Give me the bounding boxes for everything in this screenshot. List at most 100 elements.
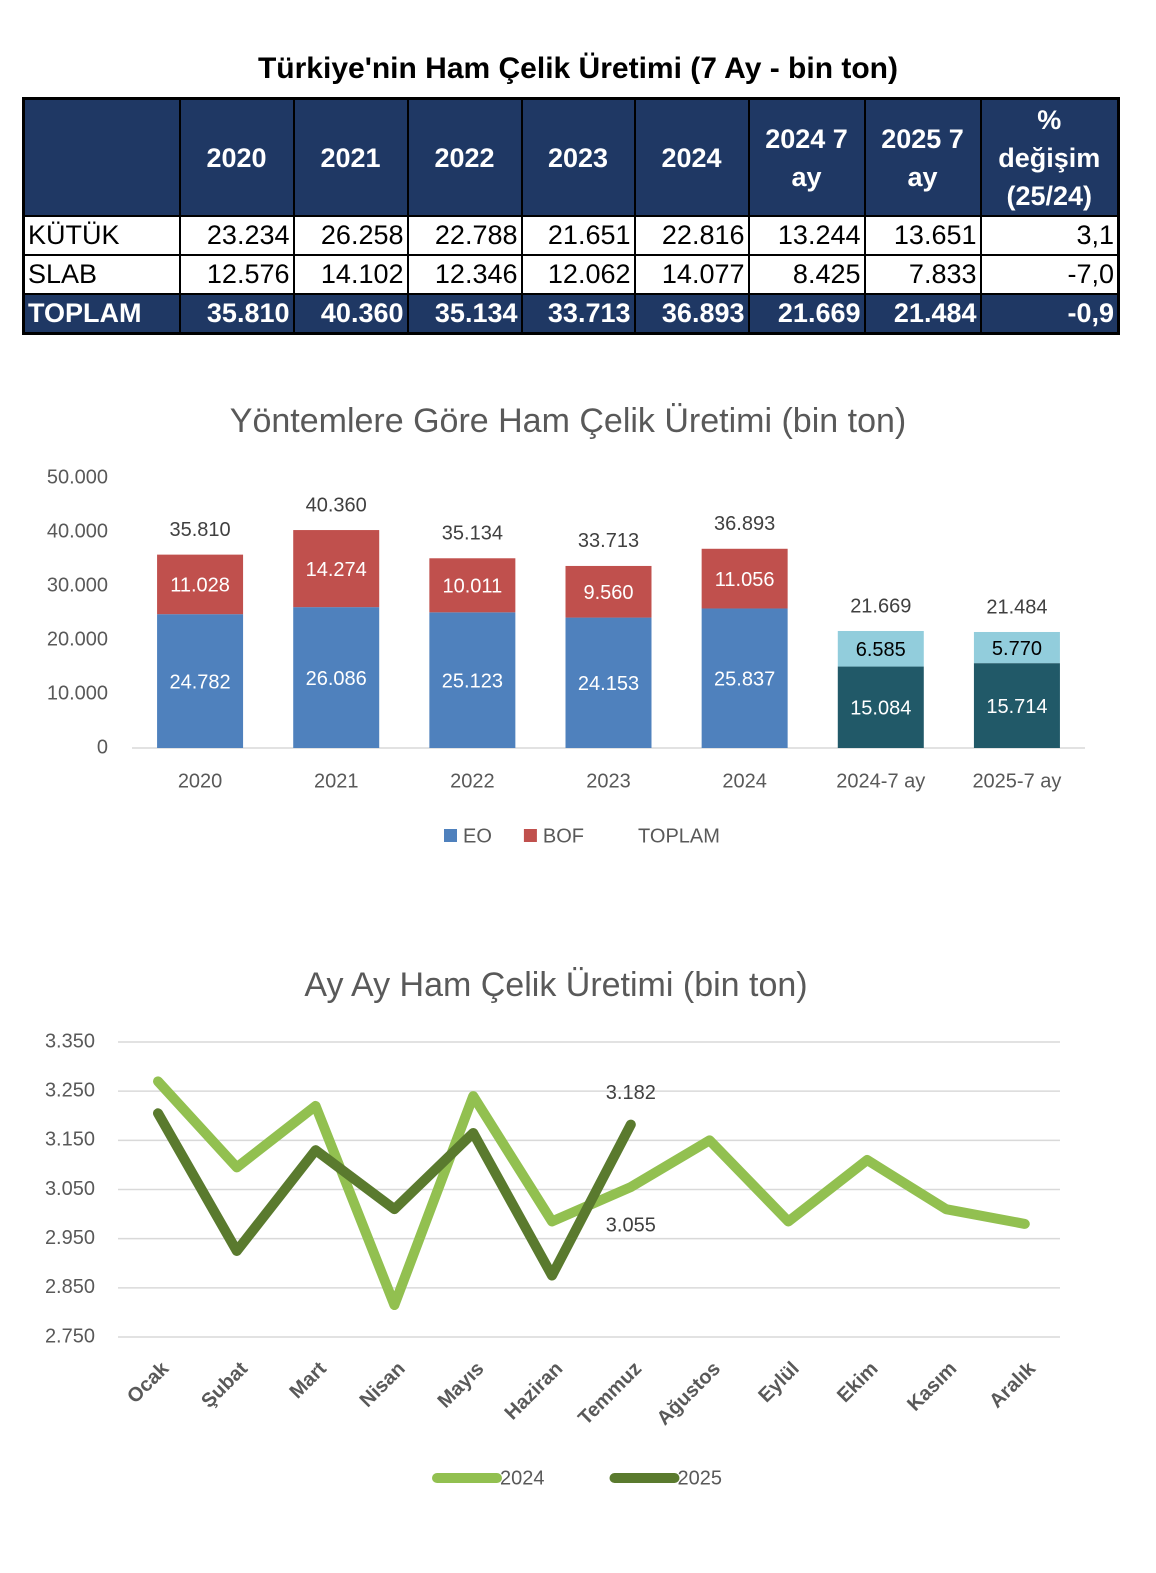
x-tick-label: Eylül bbox=[754, 1358, 803, 1407]
y-tick-label: 2.950 bbox=[45, 1227, 95, 1249]
legend-swatch bbox=[444, 829, 457, 842]
cell: 40.360 bbox=[292, 293, 409, 335]
data-label: 6.585 bbox=[856, 639, 906, 661]
data-label: 3.055 bbox=[606, 1214, 656, 1236]
cell: 21.651 bbox=[520, 215, 636, 256]
x-tick-label: Mayıs bbox=[434, 1358, 489, 1413]
cell: 36.893 bbox=[633, 293, 750, 335]
cell: 33.713 bbox=[520, 293, 636, 335]
x-tick-label: Ocak bbox=[123, 1357, 174, 1408]
y-tick-label: 0 bbox=[97, 736, 108, 758]
data-label: 15.714 bbox=[986, 696, 1047, 718]
x-tick-label: 2022 bbox=[450, 770, 495, 792]
legend-label: EO bbox=[463, 825, 492, 847]
header-cell: 2023 bbox=[520, 97, 636, 217]
cell: 14.102 bbox=[292, 254, 409, 295]
data-label: 3.182 bbox=[606, 1082, 656, 1104]
table-title: Türkiye'nin Ham Çelik Üretimi (7 Ay - bi… bbox=[257, 52, 898, 85]
bar-segment bbox=[973, 631, 1060, 664]
data-label: 25.123 bbox=[442, 670, 503, 692]
chart-title: Yöntemlere Göre Ham Çelik Üretimi (bin t… bbox=[230, 402, 906, 440]
header-cell: 2020 bbox=[178, 97, 295, 217]
x-tick-label: 2023 bbox=[586, 770, 631, 792]
data-label: 10.011 bbox=[443, 576, 503, 598]
cell: 3,1 bbox=[979, 215, 1120, 256]
cell: 13.651 bbox=[863, 215, 982, 256]
x-tick-label: Aralık bbox=[985, 1357, 1040, 1412]
y-tick-label: 3.150 bbox=[45, 1129, 95, 1151]
total-label: 36.893 bbox=[714, 513, 775, 535]
legend-label: 2024 bbox=[500, 1467, 545, 1489]
cell: 12.576 bbox=[178, 254, 295, 295]
cell: 26.258 bbox=[292, 215, 409, 256]
x-tick-label: 2021 bbox=[314, 770, 359, 792]
y-tick-label: 2.850 bbox=[45, 1276, 95, 1298]
data-label: 11.056 bbox=[715, 569, 775, 591]
bar-segment bbox=[973, 663, 1060, 748]
legend-label: TOPLAM bbox=[638, 825, 720, 847]
header-cell: 2024 bbox=[633, 97, 750, 217]
data-label: 25.837 bbox=[714, 669, 775, 691]
data-label: 24.153 bbox=[578, 673, 639, 695]
table-row: SLAB 12.576 14.102 12.346 12.062 14.077 8.425 7… bbox=[22, 254, 1120, 295]
x-tick-label: Ağustos bbox=[653, 1358, 725, 1430]
header-cell: 2025 7 ay bbox=[863, 97, 982, 217]
row-label: KÜTÜK bbox=[22, 215, 181, 256]
data-label: 14.274 bbox=[306, 559, 367, 581]
bar-segment bbox=[701, 548, 788, 609]
header-cell: % değişim (25/24) bbox=[979, 97, 1120, 217]
y-tick-label: 30.000 bbox=[47, 574, 108, 596]
data-label: 24.782 bbox=[169, 671, 230, 693]
x-tick-label: Nisan bbox=[356, 1358, 410, 1412]
cell: 21.669 bbox=[747, 293, 866, 335]
total-label: 35.134 bbox=[442, 523, 503, 545]
x-tick-label: Mart bbox=[285, 1357, 331, 1403]
data-label: 15.084 bbox=[850, 698, 911, 720]
cell: 35.810 bbox=[178, 293, 295, 335]
y-tick-label: 3.350 bbox=[45, 1030, 95, 1052]
header-cell: 2024 7 ay bbox=[747, 97, 866, 217]
total-label: 33.713 bbox=[578, 530, 639, 552]
y-tick-label: 10.000 bbox=[47, 682, 108, 704]
row-label: TOPLAM bbox=[22, 293, 181, 335]
cell: 21.484 bbox=[863, 293, 982, 335]
header-cell: 2021 bbox=[292, 97, 409, 217]
header-row: 2020 2021 2022 2023 2024 2024 7 ay 2025 7 ay% … bbox=[22, 97, 1120, 217]
x-tick-label: Şubat bbox=[197, 1357, 252, 1412]
bar-segment bbox=[565, 565, 652, 618]
cell: 13.244 bbox=[747, 215, 866, 256]
total-label: 21.669 bbox=[850, 595, 911, 617]
bar-segment bbox=[157, 614, 244, 748]
header-cell: 2022 bbox=[406, 97, 523, 217]
line-series bbox=[153, 1108, 636, 1281]
cell: 35.134 bbox=[406, 293, 523, 335]
x-tick-label: 2024-7 ay bbox=[836, 770, 925, 792]
data-label: 5.770 bbox=[992, 638, 1042, 660]
total-label: 21.484 bbox=[986, 596, 1047, 618]
bar-segment bbox=[565, 617, 652, 748]
corner-cell bbox=[22, 97, 181, 217]
bar-segment bbox=[837, 630, 924, 667]
chart-title: Ay Ay Ham Çelik Üretimi (bin ton) bbox=[304, 966, 807, 1004]
data-label: 11.028 bbox=[170, 575, 230, 597]
cell: -0,9 bbox=[979, 293, 1120, 335]
cell: 22.816 bbox=[633, 215, 750, 256]
bar-segment bbox=[429, 612, 516, 748]
x-tick-label: Temmuz bbox=[574, 1358, 646, 1430]
x-tick-label: 2024 bbox=[722, 770, 767, 792]
table-row: KÜTÜK 23.234 26.258 22.788 21.651 22.816 13.24… bbox=[22, 215, 1120, 256]
legend-label: BOF bbox=[543, 825, 584, 847]
x-tick-label: 2020 bbox=[178, 770, 223, 792]
bar-segment bbox=[293, 607, 380, 748]
bar-segment bbox=[293, 530, 380, 608]
bar-segment bbox=[837, 666, 924, 748]
data-label: 26.086 bbox=[306, 668, 367, 690]
cell: 14.077 bbox=[633, 254, 750, 295]
data-label: 9.560 bbox=[583, 582, 633, 604]
bar-segment bbox=[701, 608, 788, 748]
bar-segment bbox=[157, 554, 244, 615]
table-row: TOPLAM 35.810 40.360 35.134 33.713 36.893 21.6… bbox=[22, 293, 1120, 335]
y-tick-label: 3.250 bbox=[45, 1079, 95, 1101]
